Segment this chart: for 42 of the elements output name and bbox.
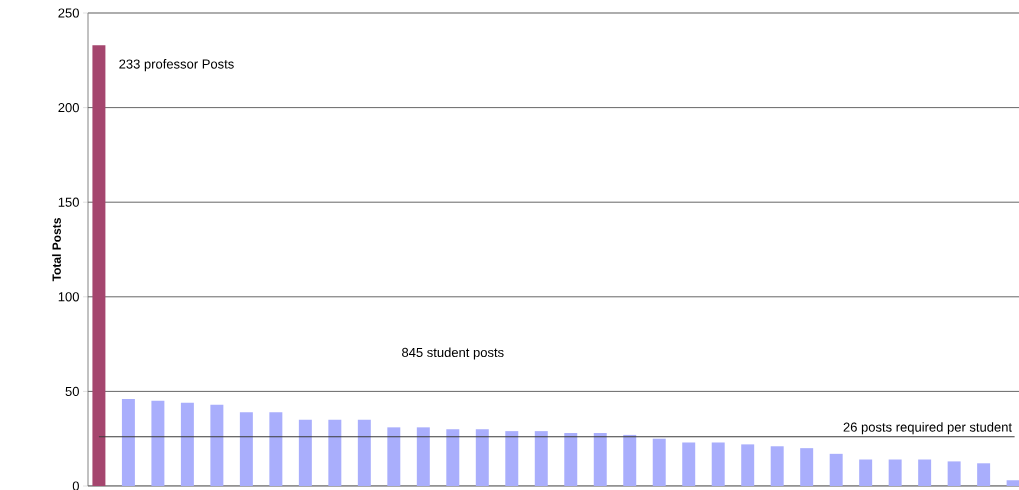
bar: [918, 459, 932, 486]
bar: [534, 431, 548, 486]
bar: [564, 433, 578, 486]
bar: [1006, 480, 1019, 486]
bar: [800, 448, 814, 486]
bar: [446, 429, 460, 486]
bar: [711, 442, 725, 486]
bar: [210, 404, 224, 486]
bar: [505, 431, 519, 486]
annotation: 233 professor Posts: [119, 59, 234, 72]
bar: [151, 400, 165, 486]
y-tick-label: 0: [72, 481, 79, 490]
bar: [328, 419, 342, 486]
annotation: 845 student posts: [402, 347, 504, 360]
bar: [298, 419, 312, 486]
bar: [357, 419, 371, 486]
bar: [682, 442, 696, 486]
bar: [623, 434, 637, 486]
bar: [121, 398, 135, 486]
bar: [947, 461, 961, 486]
bar: [859, 459, 873, 486]
bar: [239, 412, 253, 486]
bar: [977, 463, 991, 486]
bar: [416, 427, 430, 486]
bar: [652, 438, 666, 486]
y-tick-label: 200: [58, 102, 79, 113]
y-tick-label: 50: [65, 386, 79, 396]
ref-line-label: 26 posts required per student: [843, 422, 1012, 435]
bar: [593, 433, 607, 486]
bar: [741, 444, 755, 486]
y-tick-label: 150: [58, 197, 79, 207]
bar: [888, 459, 902, 486]
bar: [475, 429, 489, 486]
bar: [180, 402, 194, 486]
bar: [92, 45, 106, 486]
bar: [829, 453, 843, 486]
bar: [770, 446, 784, 486]
bar: [269, 412, 283, 486]
bar: [387, 427, 401, 486]
y-tick-label: 100: [58, 292, 79, 302]
y-tick-label: 250: [58, 8, 79, 18]
y-axis-title: Total Posts: [52, 218, 61, 282]
